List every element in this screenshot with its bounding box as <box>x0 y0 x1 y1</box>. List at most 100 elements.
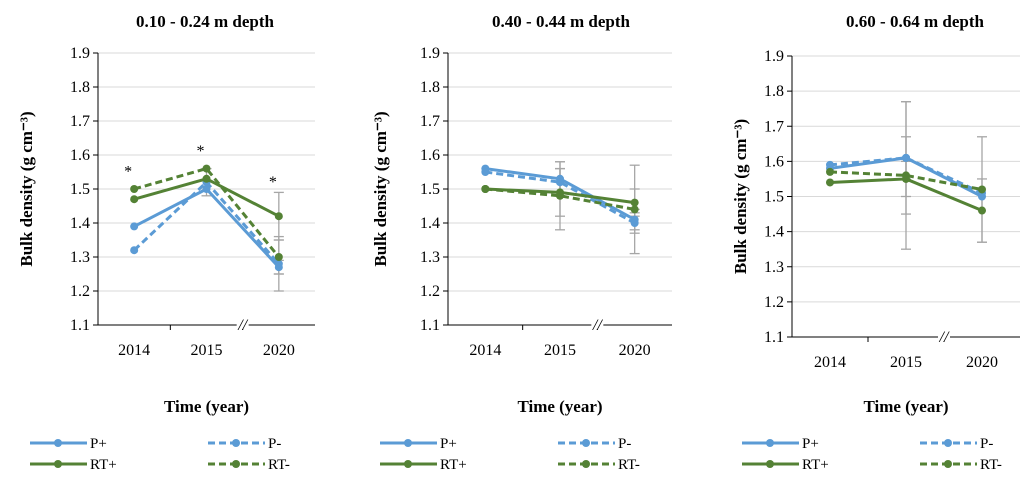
x-axis-label: Time (year) <box>863 397 948 416</box>
legend-marker <box>582 439 590 447</box>
x-axis-label: Time (year) <box>517 397 602 416</box>
series-line-pplus <box>133 187 280 269</box>
legend-label: P+ <box>802 436 819 452</box>
legend-label: RT+ <box>802 457 829 473</box>
series-line-pminus <box>829 156 983 195</box>
y-tick-label: 1.3 <box>764 259 784 276</box>
y-tick-label: 1.4 <box>764 224 784 241</box>
y-tick-label: 1.2 <box>420 283 440 300</box>
x-tick-label: 2020 <box>263 342 295 359</box>
data-point <box>902 171 910 180</box>
y-tick-label: 1.9 <box>764 48 784 65</box>
series-line-rtminus <box>485 187 635 211</box>
legend-label: P- <box>980 436 993 452</box>
data-point <box>202 164 211 173</box>
y-tick-label: 1.5 <box>420 181 440 198</box>
axis-break-marker: // <box>592 317 603 334</box>
x-axis-label: Time (year) <box>164 397 249 416</box>
y-tick-label: 1.7 <box>764 118 784 135</box>
y-axis-label: Bulk density (g cm⁻³) <box>731 119 750 274</box>
legend-label: RT+ <box>90 457 117 473</box>
legend-label: P- <box>268 436 281 452</box>
y-tick-label: 1.4 <box>70 215 90 232</box>
y-tick-label: 1.5 <box>70 181 90 198</box>
y-tick-label: 1.9 <box>420 45 440 62</box>
legend-label: RT- <box>980 457 1002 473</box>
legend-marker <box>582 460 590 468</box>
x-tick-label: 2014 <box>814 354 846 371</box>
y-axis-label: Bulk density (g cm⁻³) <box>371 111 390 266</box>
y-tick-label: 1.3 <box>420 249 440 266</box>
data-point <box>481 168 490 176</box>
data-point <box>978 185 986 194</box>
axis-break-marker: // <box>939 329 950 346</box>
data-point <box>130 185 139 193</box>
legend-label: RT- <box>618 457 640 473</box>
legend-marker <box>766 460 774 468</box>
x-tick-label: 2015 <box>544 342 576 359</box>
y-tick-label: 1.1 <box>764 329 784 346</box>
legend-marker <box>944 439 952 447</box>
data-point <box>826 167 834 176</box>
data-point <box>630 198 639 207</box>
legend-marker <box>766 439 774 447</box>
legend-marker <box>232 460 240 468</box>
series-line-rtminus <box>829 170 983 191</box>
legend-label: RT- <box>268 457 290 473</box>
legend-marker <box>404 439 412 447</box>
y-tick-label: 1.7 <box>70 113 90 130</box>
y-tick-label: 1.3 <box>70 249 90 266</box>
x-tick-label: 2014 <box>118 342 150 359</box>
legend-marker <box>944 460 952 468</box>
y-tick-label: 1.2 <box>764 294 784 311</box>
chart-panel-2: 0.40 - 0.44 m depth 1.1 1.2 1.3 1.4 1.5 1.6 1.7… <box>371 12 672 473</box>
axis-break-gap <box>236 321 249 329</box>
y-axis-label: Bulk density (g cm⁻³) <box>17 111 36 266</box>
legend-label: P+ <box>440 436 457 452</box>
legend-label: RT+ <box>440 457 467 473</box>
data-point <box>826 178 834 187</box>
y-tick-label: 1.2 <box>70 283 90 300</box>
significance-marker: * <box>197 143 205 160</box>
data-point <box>274 259 283 268</box>
data-point <box>630 205 639 214</box>
chart-title: 0.60 - 0.64 m depth <box>846 12 984 31</box>
axis-break-marker: // <box>237 317 248 334</box>
legend-marker <box>54 439 62 447</box>
axis-break-gap <box>938 333 950 341</box>
data-point <box>202 174 211 183</box>
y-tick-label: 1.4 <box>420 215 440 232</box>
y-tick-label: 1.1 <box>70 317 90 334</box>
x-tick-label: 2020 <box>619 342 651 359</box>
data-point <box>481 185 490 193</box>
legend-label: P+ <box>90 436 107 452</box>
legend-marker <box>232 439 240 447</box>
series-line-rtminus <box>133 167 280 258</box>
significance-marker: * <box>269 174 277 191</box>
data-point <box>902 153 910 162</box>
data-point <box>202 185 211 193</box>
data-point <box>630 219 639 227</box>
data-point <box>556 191 564 200</box>
data-point <box>130 222 139 231</box>
x-tick-label: 2020 <box>966 354 998 371</box>
y-tick-label: 1.8 <box>70 79 90 96</box>
y-tick-label: 1.8 <box>764 83 784 100</box>
axis-break-gap <box>591 321 604 329</box>
y-tick-label: 1.8 <box>420 79 440 96</box>
x-tick-label: 2015 <box>890 354 922 371</box>
data-point <box>556 178 564 187</box>
data-point <box>130 246 139 255</box>
data-point <box>274 253 283 261</box>
y-tick-label: 1.9 <box>70 45 90 62</box>
y-tick-label: 1.6 <box>70 147 90 164</box>
y-tick-label: 1.6 <box>764 153 784 170</box>
x-tick-label: 2015 <box>191 342 223 359</box>
legend-label: P- <box>618 436 631 452</box>
y-tick-label: 1.5 <box>764 189 784 206</box>
y-tick-label: 1.7 <box>420 113 440 130</box>
legend-marker <box>404 460 412 468</box>
chart-title: 0.40 - 0.44 m depth <box>492 12 630 31</box>
chart-panel-1: 0.10 - 0.24 m depth 1.1 1.2 1.3 1.4 1.5 1.6 1.7… <box>17 12 315 473</box>
